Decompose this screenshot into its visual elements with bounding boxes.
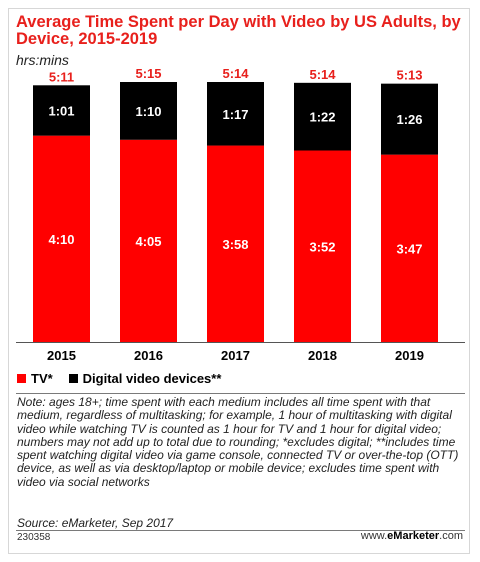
bar-tv-2018 — [294, 150, 351, 342]
bar-digital-2016 — [120, 82, 177, 140]
brand-prefix: www. — [360, 530, 388, 542]
legend-swatch-tv — [17, 374, 26, 383]
label-digital-2016: 1:10 — [135, 104, 161, 119]
label-digital-2018: 1:22 — [309, 110, 335, 125]
label-tv-2016: 4:05 — [135, 234, 161, 249]
label-tv-2017: 3:58 — [222, 237, 248, 252]
label-tv-2015: 4:10 — [48, 232, 74, 247]
chart-source: Source: eMarketer, Sep 2017 — [17, 516, 174, 530]
chart-subtitle: hrs:mins — [16, 52, 69, 68]
legend-label-tv: TV* — [31, 371, 53, 386]
legend: TV* Digital video devices** — [17, 371, 237, 386]
x-tick-2015: 2015 — [47, 348, 76, 362]
chart-title: Average Time Spent per Day with Video by… — [16, 13, 461, 48]
legend-swatch-digital — [68, 374, 78, 383]
label-total-2015: 5:11 — [49, 69, 74, 84]
legend-item-tv: TV* — [17, 371, 53, 386]
label-digital-2019: 1:26 — [396, 112, 422, 127]
note-divider — [16, 393, 465, 394]
bar-digital-2019 — [381, 83, 438, 155]
bar-digital-2015 — [33, 85, 90, 136]
brand-name: eMarketer — [387, 530, 440, 542]
x-tick-2017: 2017 — [221, 348, 250, 362]
bar-digital-2018 — [294, 82, 351, 151]
label-total-2018: 5:14 — [309, 67, 336, 82]
stacked-bar-chart: 4:10 1:01 5:11 2015 4:05 1:10 5:15 2016 3:58 1:17… — [16, 66, 465, 362]
brand-suffix: .com — [439, 530, 463, 542]
x-tick-2016: 2016 — [134, 348, 163, 362]
label-total-2017: 5:14 — [222, 66, 249, 81]
label-digital-2017: 1:17 — [222, 107, 248, 122]
label-digital-2015: 1:01 — [48, 103, 74, 118]
legend-label-digital: Digital video devices** — [82, 371, 222, 386]
label-tv-2018: 3:52 — [309, 239, 335, 254]
x-tick-2018: 2018 — [308, 348, 337, 362]
bar-tv-2017 — [207, 145, 264, 342]
emarketer-link[interactable]: www.eMarketer.com — [361, 530, 463, 542]
bar-tv-2016 — [120, 139, 177, 342]
x-tick-2019: 2019 — [395, 348, 424, 362]
label-tv-2019: 3:47 — [396, 241, 422, 256]
legend-item-digital: Digital video devices** — [68, 371, 222, 386]
chart-id: 230358 — [17, 532, 51, 543]
footer-divider — [16, 530, 465, 531]
bar-tv-2019 — [381, 154, 438, 342]
label-total-2016: 5:15 — [135, 66, 161, 81]
chart-note: Note: ages 18+; time spent with each med… — [17, 395, 459, 489]
bar-digital-2017 — [207, 82, 264, 146]
label-total-2019: 5:13 — [396, 68, 422, 83]
bar-tv-2015 — [33, 135, 90, 342]
